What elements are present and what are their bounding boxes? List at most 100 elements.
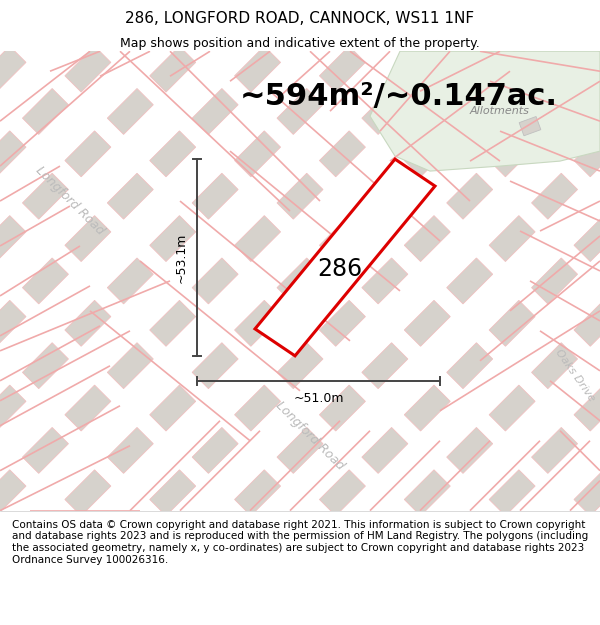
Polygon shape <box>447 342 493 389</box>
Polygon shape <box>192 258 238 304</box>
Polygon shape <box>107 4 153 49</box>
Polygon shape <box>447 173 493 219</box>
Polygon shape <box>319 131 365 177</box>
Polygon shape <box>192 342 238 389</box>
Polygon shape <box>0 470 26 516</box>
Polygon shape <box>192 428 238 473</box>
Polygon shape <box>489 470 535 516</box>
Polygon shape <box>107 512 153 558</box>
Polygon shape <box>150 385 196 431</box>
Polygon shape <box>65 385 111 431</box>
Text: ~51.0m: ~51.0m <box>293 392 344 405</box>
Polygon shape <box>404 131 450 177</box>
Polygon shape <box>0 131 26 177</box>
Polygon shape <box>192 173 238 219</box>
Text: Contains OS data © Crown copyright and database right 2021. This information is : Contains OS data © Crown copyright and d… <box>12 520 588 564</box>
Polygon shape <box>277 89 323 134</box>
Polygon shape <box>362 173 408 219</box>
Polygon shape <box>22 4 68 49</box>
Polygon shape <box>277 173 323 219</box>
Text: 286: 286 <box>317 258 362 281</box>
Polygon shape <box>277 428 323 473</box>
Polygon shape <box>0 46 26 92</box>
Polygon shape <box>235 216 281 261</box>
Polygon shape <box>255 159 435 356</box>
Polygon shape <box>22 89 68 134</box>
Polygon shape <box>574 301 600 346</box>
Polygon shape <box>574 385 600 431</box>
Polygon shape <box>235 470 281 516</box>
Polygon shape <box>150 216 196 261</box>
Polygon shape <box>370 51 600 171</box>
Polygon shape <box>22 428 68 473</box>
Polygon shape <box>532 512 578 558</box>
Polygon shape <box>532 342 578 389</box>
Polygon shape <box>107 258 153 304</box>
Polygon shape <box>532 89 578 134</box>
Polygon shape <box>532 173 578 219</box>
Polygon shape <box>404 46 450 92</box>
Text: Oaks Drive: Oaks Drive <box>553 348 596 404</box>
Text: 286, LONGFORD ROAD, CANNOCK, WS11 1NF: 286, LONGFORD ROAD, CANNOCK, WS11 1NF <box>125 11 475 26</box>
Polygon shape <box>277 4 323 49</box>
Polygon shape <box>362 258 408 304</box>
Polygon shape <box>150 46 196 92</box>
Polygon shape <box>65 301 111 346</box>
Text: Allotments: Allotments <box>470 106 530 116</box>
Polygon shape <box>150 301 196 346</box>
Polygon shape <box>65 216 111 261</box>
Polygon shape <box>489 46 535 92</box>
Polygon shape <box>107 428 153 473</box>
Polygon shape <box>574 46 600 92</box>
Text: Map shows position and indicative extent of the property.: Map shows position and indicative extent… <box>120 37 480 50</box>
Polygon shape <box>107 173 153 219</box>
Polygon shape <box>489 131 535 177</box>
Polygon shape <box>0 385 26 431</box>
Polygon shape <box>404 301 450 346</box>
Polygon shape <box>107 342 153 389</box>
Polygon shape <box>22 342 68 389</box>
Polygon shape <box>65 46 111 92</box>
Polygon shape <box>65 470 111 516</box>
Polygon shape <box>362 89 408 134</box>
Polygon shape <box>150 131 196 177</box>
Polygon shape <box>319 301 365 346</box>
Polygon shape <box>447 428 493 473</box>
Polygon shape <box>489 301 535 346</box>
Polygon shape <box>319 385 365 431</box>
Polygon shape <box>489 385 535 431</box>
Polygon shape <box>277 512 323 558</box>
Polygon shape <box>532 258 578 304</box>
Polygon shape <box>447 4 493 49</box>
Polygon shape <box>0 301 26 346</box>
Polygon shape <box>319 216 365 261</box>
Polygon shape <box>362 512 408 558</box>
Polygon shape <box>519 116 541 136</box>
Polygon shape <box>574 470 600 516</box>
Polygon shape <box>574 131 600 177</box>
Polygon shape <box>362 4 408 49</box>
Polygon shape <box>404 385 450 431</box>
Polygon shape <box>532 4 578 49</box>
Polygon shape <box>107 89 153 134</box>
Text: ~594m²/~0.147ac.: ~594m²/~0.147ac. <box>240 82 558 111</box>
Polygon shape <box>192 4 238 49</box>
Polygon shape <box>192 89 238 134</box>
Polygon shape <box>447 512 493 558</box>
Polygon shape <box>319 470 365 516</box>
Polygon shape <box>319 46 365 92</box>
Polygon shape <box>22 512 68 558</box>
Polygon shape <box>362 342 408 389</box>
Polygon shape <box>235 131 281 177</box>
Polygon shape <box>277 342 323 389</box>
Polygon shape <box>404 470 450 516</box>
Text: Longford Road: Longford Road <box>33 164 107 238</box>
Polygon shape <box>235 46 281 92</box>
Polygon shape <box>447 258 493 304</box>
Polygon shape <box>404 216 450 261</box>
Polygon shape <box>22 173 68 219</box>
Polygon shape <box>192 512 238 558</box>
Polygon shape <box>447 89 493 134</box>
Text: ~53.1m: ~53.1m <box>175 232 187 282</box>
Polygon shape <box>150 470 196 516</box>
